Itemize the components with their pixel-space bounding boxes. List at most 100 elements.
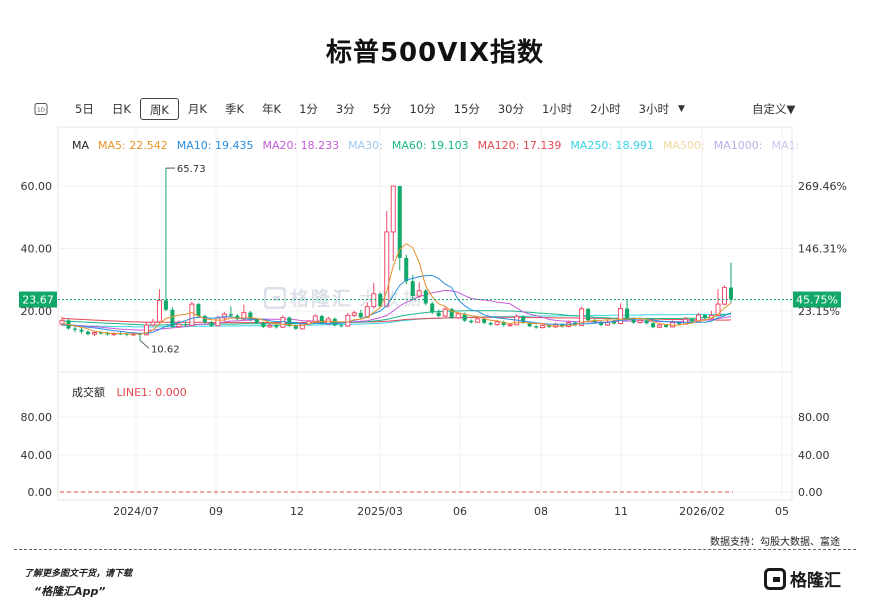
candle: [416, 290, 422, 297]
candle: [183, 324, 188, 326]
promo-app-name: “格隆汇App”: [34, 585, 106, 598]
candle: [143, 324, 149, 336]
y-right-tick-label: 269.46%: [798, 180, 847, 193]
period-tab[interactable]: 1分: [299, 102, 318, 116]
candle: [423, 290, 428, 304]
volume-line1-label: LINE1: 0.000: [116, 386, 187, 399]
candle: [287, 317, 292, 326]
candle: [715, 303, 721, 316]
candle: [105, 333, 110, 335]
candle: [228, 314, 233, 316]
chevron-down-icon[interactable]: ▼: [677, 104, 685, 114]
candle: [98, 332, 103, 334]
period-tab[interactable]: 5分: [372, 102, 392, 116]
candle: [235, 315, 240, 320]
period-tab[interactable]: 年K: [262, 102, 282, 116]
period-tab[interactable]: 10分: [409, 102, 436, 116]
candle: [196, 304, 201, 316]
period-tab[interactable]: 日K: [111, 102, 131, 116]
candle: [280, 317, 286, 328]
ma1000-label: MA1000:: [713, 139, 763, 152]
volume-tick-label: 80.00: [21, 411, 53, 424]
ma30-label: MA30:: [348, 139, 383, 152]
x-tick-label: 11: [614, 505, 628, 518]
period-tab[interactable]: 月K: [187, 102, 207, 116]
low-annotation-leader: [139, 339, 150, 349]
period-tab[interactable]: 1小时: [541, 102, 573, 116]
chevron-down-icon: ▼: [786, 102, 796, 116]
candle: [586, 308, 591, 321]
candle: [540, 324, 546, 329]
candle: [176, 323, 182, 328]
high-annotation: 65.73: [177, 164, 206, 175]
data-source: 数据支持：勾股大数据、富途: [710, 537, 840, 548]
candle: [618, 308, 624, 324]
candle: [501, 321, 506, 326]
candle: [592, 320, 597, 323]
candle: [248, 312, 253, 320]
period-tab[interactable]: 周K: [139, 98, 179, 120]
candle: [494, 321, 500, 325]
ma250-label: MA250: 18.991: [570, 139, 655, 152]
candle: [449, 309, 454, 318]
candle: [637, 319, 643, 324]
last-change-tag: [793, 291, 841, 308]
candle: [462, 313, 467, 321]
ma20-line: [61, 289, 732, 331]
logo-text: 格隆汇: [790, 571, 841, 591]
x-tick-label: 06: [453, 505, 467, 518]
candle: [345, 314, 351, 327]
ma60-line: [61, 310, 732, 326]
footer-divider: [14, 549, 856, 550]
candle: [410, 281, 415, 296]
candle: [254, 319, 259, 323]
candle: [521, 316, 526, 323]
page-title: 标普500VIX指数: [325, 38, 545, 68]
candle: [274, 325, 279, 328]
candle: [124, 333, 129, 335]
candle: [202, 316, 207, 323]
period-tab[interactable]: 5日: [75, 102, 94, 116]
period-tab[interactable]: 15分: [453, 102, 480, 116]
period-toolbar: 1D 5日 日K 周K 月K 季K 年K 1分 3分 5分 10分 15分 30分 1小时 2小时 3小时 ▼: [30, 98, 694, 120]
y-tick-label: 60.00: [21, 180, 53, 193]
candle: [221, 313, 227, 319]
ma500-label: MA500:: [663, 139, 705, 152]
last-change-label: 45.75%: [796, 294, 838, 307]
candle: [625, 308, 630, 319]
x-tick-label: 2026/02: [679, 505, 725, 518]
candle: [267, 324, 273, 328]
candlestick-chart: 2024/07 09 12 2025/03 06 08 11 2026/02 05 60.00 26…: [19, 126, 847, 518]
y-tick-label: 40.00: [21, 243, 53, 256]
period-tab[interactable]: 季K: [224, 102, 245, 116]
ma10-label: MA10: 19.435: [176, 139, 254, 152]
low-annotation: 10.62: [151, 344, 180, 355]
period-tab[interactable]: 3小时: [638, 102, 669, 116]
candle: [612, 321, 617, 324]
candle: [261, 322, 266, 327]
promo-text: 了解更多图文干货，请下载: [24, 569, 133, 579]
candle: [677, 322, 682, 325]
custom-dropdown[interactable]: 自定义▼: [752, 98, 795, 120]
last-price-tag: [19, 291, 57, 308]
candle: [339, 325, 344, 327]
candle: [293, 326, 298, 329]
candle: [404, 257, 409, 282]
day-view-icon[interactable]: 1D: [30, 98, 52, 120]
candle: [72, 328, 78, 330]
chart-frame: [57, 126, 793, 501]
volume-legend: 成交额 LINE1: 0.000: [72, 384, 187, 400]
candle: [170, 309, 175, 327]
period-tab[interactable]: 3分: [335, 102, 355, 116]
candle: [605, 321, 611, 326]
candle: [299, 323, 305, 330]
candle: [644, 320, 649, 324]
period-tab[interactable]: 2小时: [590, 102, 621, 116]
volume-tick-label: 40.00: [21, 449, 53, 462]
candle: [469, 320, 474, 323]
candle: [371, 293, 377, 308]
period-tab[interactable]: 30分: [497, 102, 524, 116]
ma10-line: [61, 274, 732, 334]
x-tick-label: 12: [290, 505, 304, 518]
candle: [189, 303, 195, 326]
